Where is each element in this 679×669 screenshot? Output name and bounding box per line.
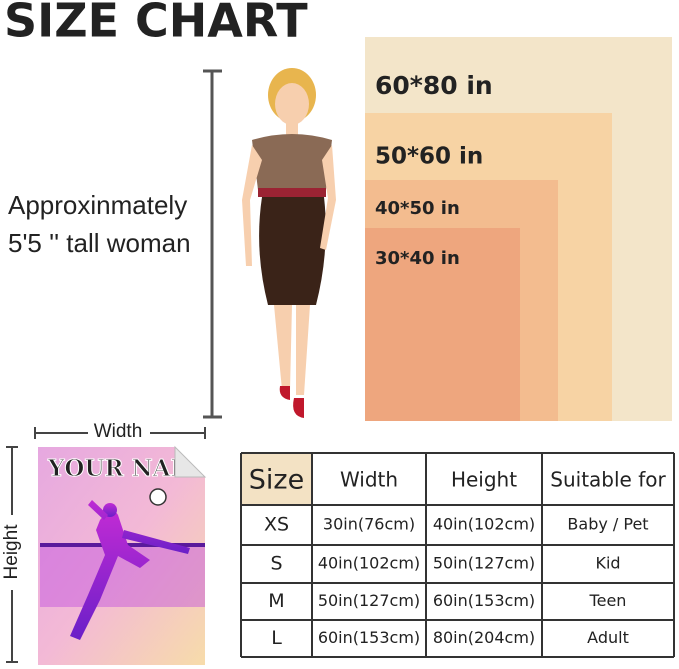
size-box — [365, 228, 520, 421]
model-ruler — [203, 69, 222, 419]
table-cell: 60in(153cm) — [318, 628, 420, 647]
table-cell: 50in(127cm) — [433, 554, 535, 573]
size-box-label: 40*50 in — [375, 198, 460, 219]
size-box-label: 30*40 in — [375, 248, 460, 269]
size-box-label: 50*60 in — [375, 144, 483, 170]
table-cell: Baby / Pet — [567, 515, 648, 534]
model-note: 5'5 '' tall woman — [8, 228, 191, 258]
table-cell: M — [268, 590, 284, 612]
table-cell: L — [271, 627, 282, 649]
table-cell: Adult — [587, 628, 629, 647]
model-note: Approxinmately — [8, 190, 187, 220]
table-cell: 30in(76cm) — [323, 515, 415, 534]
table-cell: Kid — [595, 554, 620, 573]
table-header: Suitable for — [550, 468, 666, 492]
table-cell: 60in(153cm) — [433, 591, 535, 610]
table-cell: 80in(204cm) — [433, 628, 535, 647]
table-cell: 40in(102cm) — [318, 554, 420, 573]
table-cell: 40in(102cm) — [433, 515, 535, 534]
height-label: Height — [1, 524, 22, 580]
table-cell: S — [270, 553, 282, 575]
table-header: Width — [340, 468, 398, 492]
table-header: Size — [249, 465, 304, 496]
model-figure — [242, 68, 336, 418]
table-cell: XS — [264, 514, 289, 536]
table-cell: Teen — [589, 591, 627, 610]
dimension-arrows — [6, 427, 206, 663]
size-table: Size Width Height Suitable for XS 30in(76cm) 4… — [240, 452, 675, 658]
width-label: Width — [94, 421, 143, 442]
blanket-image: YOUR NAME — [38, 445, 207, 665]
table-cell: 50in(127cm) — [318, 591, 420, 610]
table-header-cell-bg — [241, 453, 312, 505]
table-header: Height — [451, 468, 517, 492]
size-box-label: 60*80 in — [375, 71, 493, 100]
title: SIZE CHART — [4, 0, 308, 48]
